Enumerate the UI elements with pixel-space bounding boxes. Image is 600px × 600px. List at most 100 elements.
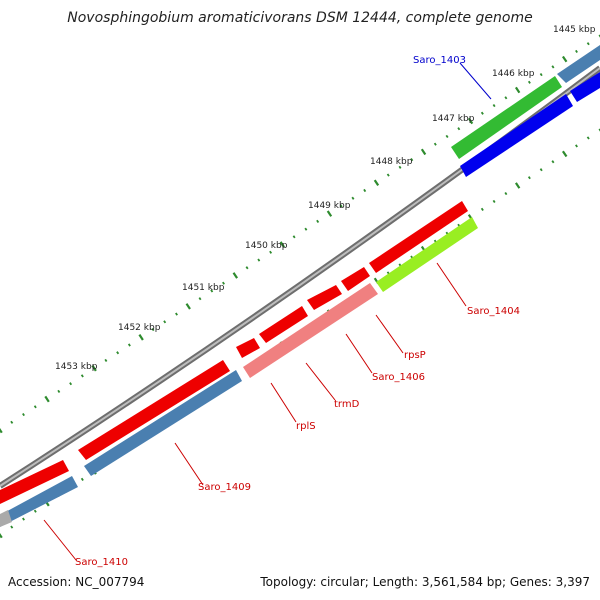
gene-label-saro-1403[interactable]: Saro_1403: [413, 55, 466, 66]
gene-label-saro-1409[interactable]: Saro_1409: [198, 482, 251, 493]
tick-mark: [527, 80, 531, 84]
tick-mark: [80, 477, 84, 482]
leader-line-saro-1403: [459, 62, 492, 100]
tick-mark: [91, 364, 97, 372]
feature-light-red[interactable]: [243, 283, 378, 378]
feature-red-4[interactable]: [259, 306, 308, 343]
tick-mark: [480, 207, 484, 212]
tick-mark: [185, 303, 191, 310]
tick-mark: [586, 42, 590, 46]
feature-steelblue-top[interactable]: [557, 45, 600, 83]
genome-stats-text: Topology: circular; Length: 3,561,584 bp…: [259, 575, 590, 589]
gene-label-rpsp[interactable]: rpsP: [404, 350, 426, 361]
tick-mark: [279, 241, 286, 248]
tick-mark: [539, 168, 543, 172]
tick-mark: [492, 199, 496, 203]
feature-blue-right[interactable]: [570, 72, 600, 102]
gene-labels: Saro_1403 Saro_1404 rpsP Saro_1406 trmD …: [75, 55, 520, 568]
tick-mark: [492, 104, 496, 108]
tick-mark: [257, 258, 261, 262]
accession-text: Accession: NC_007794: [8, 575, 144, 589]
gene-label-saro-1406[interactable]: Saro_1406: [372, 372, 425, 383]
tick-mark: [163, 320, 167, 324]
tick-mark: [561, 55, 568, 63]
tick-mark: [292, 235, 296, 239]
tick-mark: [232, 272, 239, 279]
scale-label: 1448 kbp: [370, 157, 413, 167]
leader-line-saro-1404: [436, 262, 467, 307]
leader-line-saro-1406: [345, 333, 373, 374]
tick-mark: [445, 134, 449, 139]
tick-mark: [269, 250, 273, 254]
gene-label-saro-1410[interactable]: Saro_1410: [75, 557, 128, 568]
leader-line-trmd: [305, 362, 336, 401]
tick-mark: [104, 358, 108, 362]
tick-mark: [33, 509, 37, 513]
tick-mark: [0, 428, 3, 434]
tick-mark: [326, 210, 333, 217]
tick-mark: [420, 148, 427, 156]
leader-line-rpls: [270, 382, 297, 423]
feature-blue[interactable]: [460, 94, 573, 177]
tick-mark: [80, 374, 84, 378]
feature-saro-1410-steelblue[interactable]: [0, 476, 78, 527]
features-inner-track: [0, 72, 600, 527]
feature-red-1[interactable]: [369, 201, 468, 273]
scale-label: 1450 kbp: [245, 241, 288, 251]
tick-mark: [151, 327, 155, 332]
tick-mark: [504, 192, 508, 196]
tick-mark: [138, 334, 144, 341]
leader-line-rpsp: [375, 314, 404, 354]
tick-mark: [22, 517, 25, 521]
feature-red-7[interactable]: [0, 460, 69, 504]
tick-mark: [514, 86, 521, 94]
tick-mark: [514, 182, 521, 189]
tick-mark: [575, 49, 578, 53]
leader-line-saro-1410: [43, 519, 77, 561]
tick-mark: [504, 96, 508, 100]
tick-mark: [339, 204, 343, 208]
tick-mark: [10, 420, 14, 424]
feature-red-6[interactable]: [78, 360, 230, 460]
tick-mark: [198, 297, 202, 301]
tick-mark: [304, 227, 308, 231]
tick-mark: [467, 117, 474, 125]
scale-label: 1452 kbp: [118, 323, 161, 333]
feature-saro-1409-steelblue[interactable]: [84, 370, 242, 476]
gene-label-saro-1404[interactable]: Saro_1404: [467, 306, 520, 317]
tick-mark: [539, 73, 543, 77]
features-outer-track: [0, 45, 600, 504]
tick-mark: [44, 395, 50, 403]
scale-label: 1451 kbp: [182, 283, 225, 293]
feature-saro-1403-green[interactable]: [451, 76, 562, 159]
tick-mark: [33, 405, 37, 409]
map-title: Novosphingobium aromaticivorans DSM 1244…: [67, 10, 532, 26]
feature-grey-edge[interactable]: [0, 510, 12, 527]
feature-red-2[interactable]: [341, 267, 370, 291]
gene-label-trmd[interactable]: trmD: [334, 399, 360, 410]
scale-labels: 1445 kbp 1446 kbp 1447 kbp 1448 kbp 1449…: [55, 25, 596, 372]
leader-line-saro-1409: [174, 442, 204, 486]
tick-mark: [433, 142, 437, 146]
tick-mark: [586, 136, 590, 140]
tick-mark: [57, 389, 61, 393]
tick-mark: [527, 176, 531, 180]
gene-label-rpls[interactable]: rplS: [296, 421, 316, 432]
tick-mark: [386, 173, 390, 177]
tick-mark: [222, 281, 225, 285]
feature-saro-1404-yellowgreen[interactable]: [376, 217, 478, 292]
tick-mark: [457, 127, 461, 131]
tick-mark: [561, 150, 568, 158]
label-leader-lines: [43, 62, 492, 561]
tick-mark: [410, 157, 414, 162]
tick-mark: [22, 413, 25, 417]
tick-mark: [116, 351, 120, 355]
feature-red-3[interactable]: [307, 285, 342, 310]
feature-red-5[interactable]: [236, 338, 260, 358]
tick-mark: [551, 160, 555, 164]
scale-label: 1449 kbp: [308, 201, 351, 211]
tick-mark: [175, 312, 178, 316]
tick-mark: [373, 179, 380, 187]
tick-mark: [245, 266, 249, 270]
